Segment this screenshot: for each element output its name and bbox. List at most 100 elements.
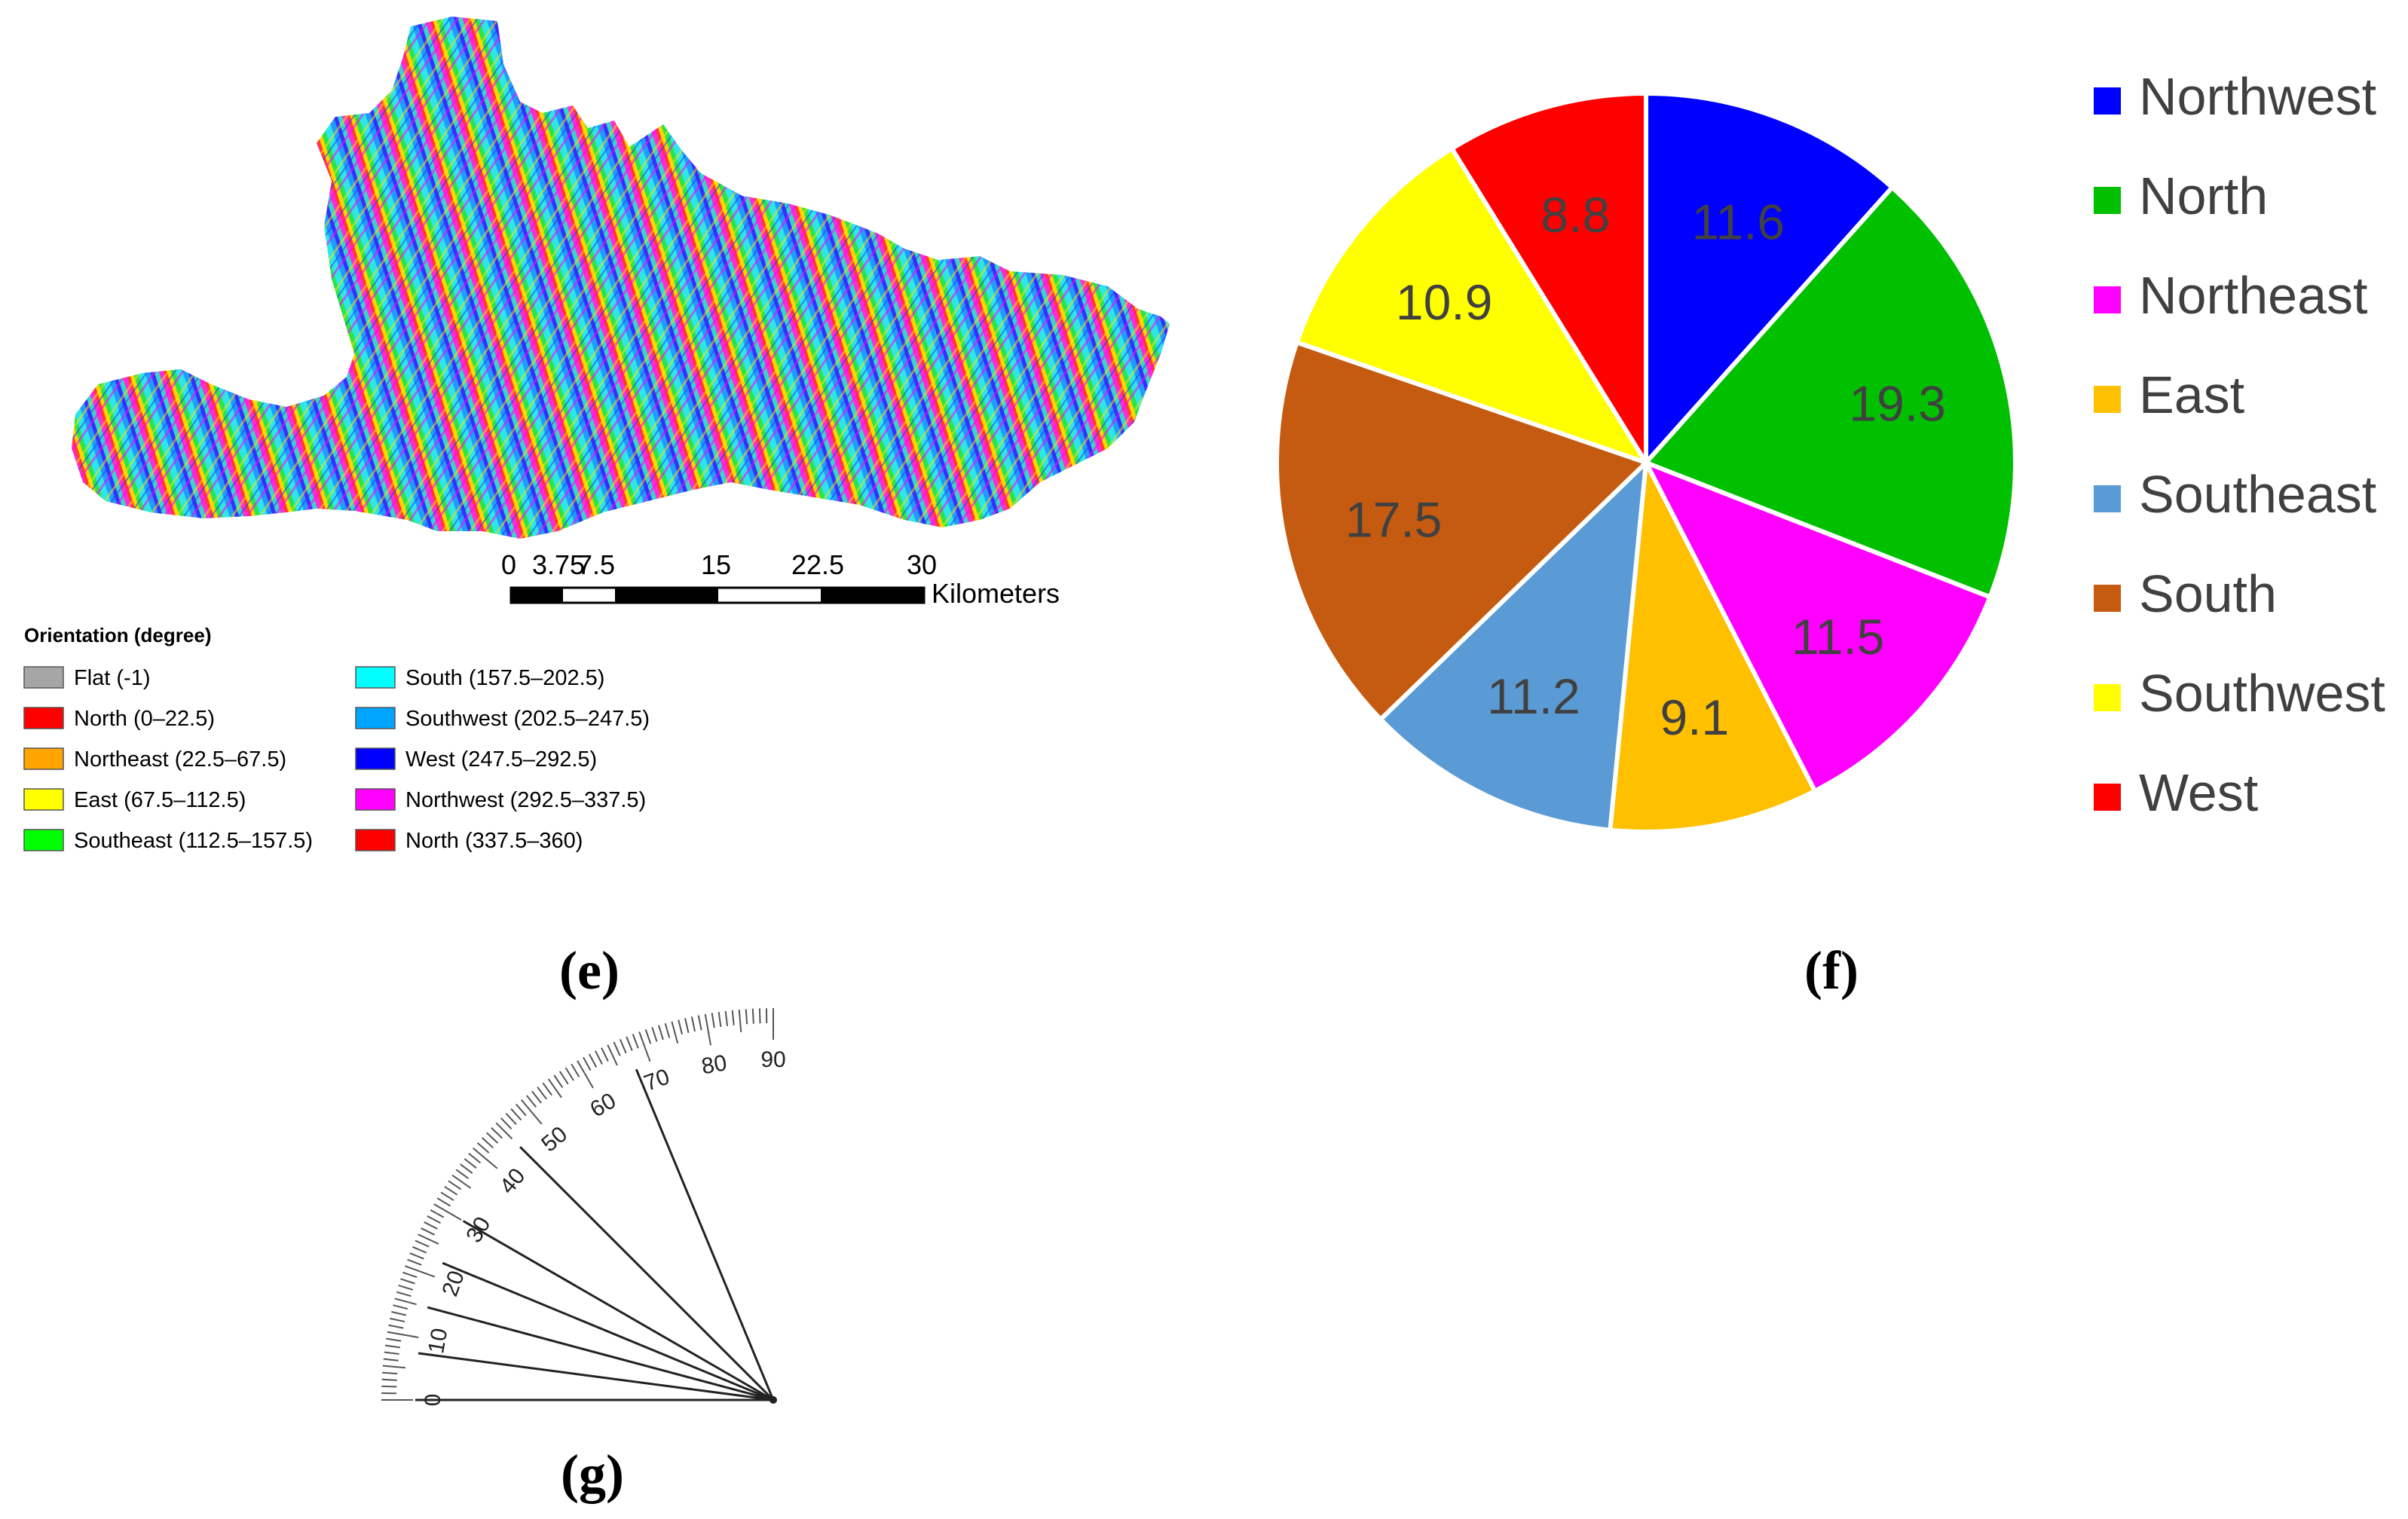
protractor-tick	[468, 1152, 482, 1164]
pie-slice-east	[1608, 454, 1819, 834]
protractor-angle-line	[427, 1306, 774, 1401]
scale-tick-1: 3.75	[532, 549, 585, 580]
scale-tick-0: 0	[501, 549, 516, 580]
protractor-tick	[409, 1252, 424, 1260]
protractor-tick	[398, 1285, 414, 1291]
protractor-tick	[495, 1122, 513, 1140]
scale-tick-3: 15	[701, 549, 731, 580]
scale-unit: Kilometers	[932, 578, 1060, 609]
protractor-tick	[407, 1258, 422, 1266]
protractor-angle-line	[442, 1261, 774, 1401]
pie-chart: 11.6 19.3 11.5 9.1 11.2 17.5 10.9 8.8	[1274, 90, 2018, 834]
protractor-tick	[444, 1185, 458, 1196]
protractor-angle-line	[519, 1146, 775, 1401]
protractor-tick	[745, 1009, 748, 1025]
protractor-tick	[601, 1047, 609, 1062]
aspect-map-texture	[72, 17, 1170, 539]
protractor-tick	[697, 1015, 702, 1031]
pie-legend-label: West	[2139, 763, 2258, 822]
protractor-tick	[531, 1090, 542, 1104]
protractor-tick	[415, 1239, 430, 1248]
pie-legend: Northwest North Northeast East Southeast Sout…	[2094, 67, 2385, 822]
protractor-tick	[516, 1103, 527, 1117]
protractor-tick	[402, 1271, 418, 1279]
protractor-tick	[577, 1060, 594, 1089]
protractor-tick	[424, 1221, 438, 1230]
protractor-tick	[391, 1311, 407, 1316]
protractor-angle-line	[418, 1352, 774, 1401]
orientation-swatch	[23, 707, 64, 729]
protractor-tick	[381, 1385, 397, 1388]
pie-slice-south	[1274, 339, 1651, 723]
protractor-tick	[476, 1142, 490, 1154]
pie-data-label: 10.9	[1396, 274, 1492, 330]
protractor-tick	[651, 1027, 658, 1042]
protractor-tick	[400, 1278, 415, 1285]
protractor-tick	[738, 1009, 742, 1032]
protractor-tick	[588, 1053, 598, 1068]
protractor-vertex	[770, 1396, 777, 1404]
protractor-tick	[751, 1008, 754, 1024]
orientation-label: West (247.5–292.5)	[405, 747, 597, 772]
protractor-tick	[393, 1304, 408, 1310]
protractor-tick	[619, 1038, 627, 1054]
protractor-tick	[412, 1245, 427, 1254]
protractor-label: 50	[537, 1122, 572, 1157]
protractor-angle-line	[635, 1068, 775, 1401]
protractor-tick	[390, 1317, 405, 1323]
protractor-tick	[405, 1265, 436, 1278]
protractor-tick	[731, 1010, 735, 1025]
orientation-label: East (67.5–112.5)	[74, 788, 246, 812]
protractor-tick	[433, 1203, 462, 1221]
protractor-tick	[500, 1117, 513, 1130]
pie-legend-swatch	[2094, 187, 2121, 214]
pie-legend-label: North	[2139, 167, 2268, 225]
protractor-tick	[430, 1209, 445, 1218]
panel-label-g: (g)	[561, 1444, 624, 1504]
pie-legend-swatch	[2094, 684, 2121, 711]
protractor-tick	[525, 1095, 537, 1108]
orientation-label: Flat (-1)	[74, 666, 151, 690]
protractor-label: 80	[699, 1050, 729, 1079]
orientation-label: Southeast (112.5–157.5)	[74, 829, 313, 853]
protractor-tick	[451, 1174, 472, 1189]
protractor-tick	[473, 1147, 498, 1169]
pie-data-label: 17.5	[1345, 491, 1442, 547]
protractor-tick	[486, 1132, 499, 1144]
protractor-tick	[464, 1158, 477, 1169]
aspect-map	[72, 17, 1170, 539]
panel-label-e: (e)	[559, 940, 620, 1001]
pie-slice-north	[1642, 184, 2018, 601]
protractor-tick	[607, 1044, 618, 1066]
pie-legend-label: East	[2139, 365, 2244, 424]
protractor-label: 40	[495, 1163, 531, 1199]
protractor-label: 60	[586, 1088, 620, 1122]
protractor-tick	[382, 1365, 405, 1369]
protractor-tick	[542, 1082, 552, 1096]
protractor-tick	[382, 1371, 398, 1375]
pie-legend-label: Southeast	[2139, 465, 2376, 524]
orientation-label: Southwest (202.5–247.5)	[405, 707, 650, 731]
protractor-tick	[678, 1019, 684, 1035]
pie-slice-northwest	[1644, 90, 1895, 469]
pie-legend-swatch	[2094, 386, 2121, 413]
protractor-label: 10	[424, 1326, 452, 1355]
pie-slice-southwest	[1293, 145, 1651, 467]
orientation-swatch	[355, 666, 396, 689]
protractor-tick	[583, 1056, 592, 1071]
orientation-label: Northwest (292.5–337.5)	[405, 788, 646, 812]
protractor-tick	[626, 1036, 633, 1051]
protractor-tick	[448, 1180, 462, 1190]
protractor-tick	[571, 1063, 580, 1077]
protractor-tick	[565, 1067, 574, 1081]
protractor-tick	[558, 1071, 569, 1085]
scale-tick-2: 7.5	[577, 549, 615, 580]
pie-legend-swatch	[2094, 784, 2121, 811]
panel-label-f: (f)	[1804, 940, 1859, 1001]
protractor-tick	[440, 1191, 454, 1201]
orientation-legend-title: Orientation (degree)	[24, 624, 211, 646]
pie-legend-label: South	[2139, 564, 2277, 623]
orientation-label: Northeast (22.5–67.5)	[74, 747, 286, 772]
protractor-tick	[638, 1032, 651, 1062]
